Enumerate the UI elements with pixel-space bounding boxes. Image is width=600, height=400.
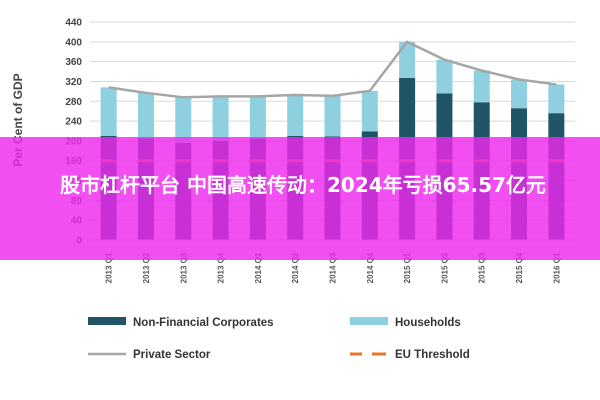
bar-households xyxy=(324,95,341,137)
y-tick-label: 280 xyxy=(65,97,82,108)
x-tick-label: 2014 Q3 xyxy=(329,252,338,283)
x-tick-label: 2014 Q1 xyxy=(254,252,263,283)
bar-households xyxy=(473,70,490,103)
legend-label: EU Threshold xyxy=(395,349,470,361)
headline-banner: 股市杠杆平台 中国高速传动：2024年亏损65.57亿元 xyxy=(0,137,600,260)
bar-households xyxy=(399,41,416,78)
x-tick-label: 2013 Q3 xyxy=(179,252,188,283)
legend-swatch xyxy=(350,317,388,325)
x-tick-label: 2013 Q4 xyxy=(217,252,226,283)
y-tick-label: 320 xyxy=(65,77,82,88)
legend-label: Private Sector xyxy=(133,349,211,361)
x-tick-label: 2013 Q1 xyxy=(105,252,114,283)
bar-households xyxy=(436,59,453,94)
legend-label: Non-Financial Corporates xyxy=(133,317,274,329)
y-tick-label: 240 xyxy=(65,117,82,128)
bar-households xyxy=(175,97,192,143)
bar-households xyxy=(287,94,304,136)
y-tick-label: 360 xyxy=(65,57,82,68)
bar-households xyxy=(511,79,528,109)
x-tick-label: 2015 Q3 xyxy=(478,252,487,283)
y-tick-label: 400 xyxy=(65,37,82,48)
banner-title: 股市杠杆平台 中国高速传动：2024年亏损65.57亿元 xyxy=(60,173,546,197)
bar-households xyxy=(249,96,266,139)
x-tick-label: 2015 Q4 xyxy=(515,252,524,283)
bar-households xyxy=(361,90,378,132)
y-tick-label: 440 xyxy=(65,18,82,29)
x-tick-label: 2015 Q2 xyxy=(440,252,449,283)
x-tick-label: 2014 Q2 xyxy=(291,252,300,283)
bar-households xyxy=(137,92,154,139)
legend: Non-Financial Corporates Households Privat… xyxy=(88,317,470,361)
legend-label: Households xyxy=(395,317,461,329)
x-tick-label: 2016 Q1 xyxy=(552,252,561,283)
legend-swatch xyxy=(88,317,126,325)
line-private-sector xyxy=(108,40,557,99)
bar-households xyxy=(212,96,229,141)
x-tick-label: 2014 Q4 xyxy=(366,252,375,283)
x-tick-label: 2015 Q1 xyxy=(403,252,412,283)
bar-households xyxy=(548,84,565,114)
x-tick-label: 2013 Q2 xyxy=(142,252,151,283)
bar-households xyxy=(100,87,117,136)
